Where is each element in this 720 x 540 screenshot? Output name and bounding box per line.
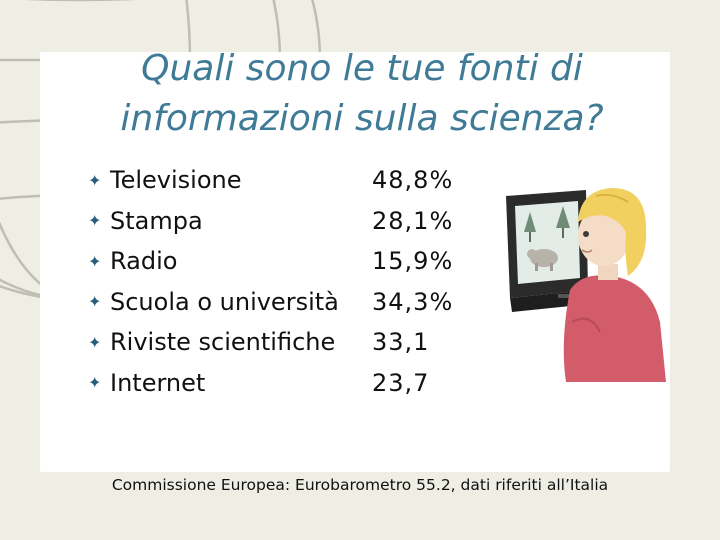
child-figure (563, 188, 666, 382)
item-value: 15,9% (372, 247, 454, 276)
bullet-star-icon: ✦ (88, 332, 102, 352)
item-value: 28,1% (372, 206, 454, 235)
list-item-internet: ✦ Internet 23,7 (88, 363, 453, 404)
item-label: Stampa (110, 206, 203, 235)
tv-icon (506, 190, 590, 312)
list-item-radio: ✦ Radio 15,9% (88, 241, 453, 282)
source-citation: Commissione Europea: Eurobarometro 55.2,… (111, 476, 609, 494)
item-value: 48,8% (372, 166, 454, 195)
bullet-star-icon: ✦ (88, 251, 102, 271)
sources-list: ✦ Televisione 48,8% ✦ Stampa 28,1% ✦ Rad… (88, 160, 453, 403)
list-item-televisione: ✦ Televisione 48,8% (88, 160, 453, 201)
title-line-1: Quali sono le tue fonti di (141, 48, 583, 89)
item-label: Riviste scientifiche (110, 328, 336, 357)
bullet-star-icon: ✦ (88, 211, 102, 231)
list-item-scuola: ✦ Scuola o università 34,3% (88, 282, 453, 323)
bullet-star-icon: ✦ (88, 170, 102, 190)
item-label: Televisione (110, 166, 242, 195)
item-value: 34,3% (372, 287, 454, 316)
list-item-riviste: ✦ Riviste scientifiche 33,1 (88, 322, 453, 363)
list-item-stampa: ✦ Stampa 28,1% (88, 201, 453, 242)
child-watching-tv-illustration (506, 188, 666, 382)
title-line-2: informazioni sulla scienza? (120, 98, 604, 139)
item-label: Internet (110, 368, 206, 397)
item-value: 23,7 (372, 368, 430, 397)
bullet-star-icon: ✦ (88, 292, 102, 312)
bullet-star-icon: ✦ (88, 373, 102, 393)
slide-title: Quali sono le tue fonti di informazioni … (92, 44, 632, 144)
item-value: 33,1 (372, 328, 430, 357)
item-label: Radio (110, 247, 178, 276)
item-label: Scuola o università (110, 287, 339, 316)
